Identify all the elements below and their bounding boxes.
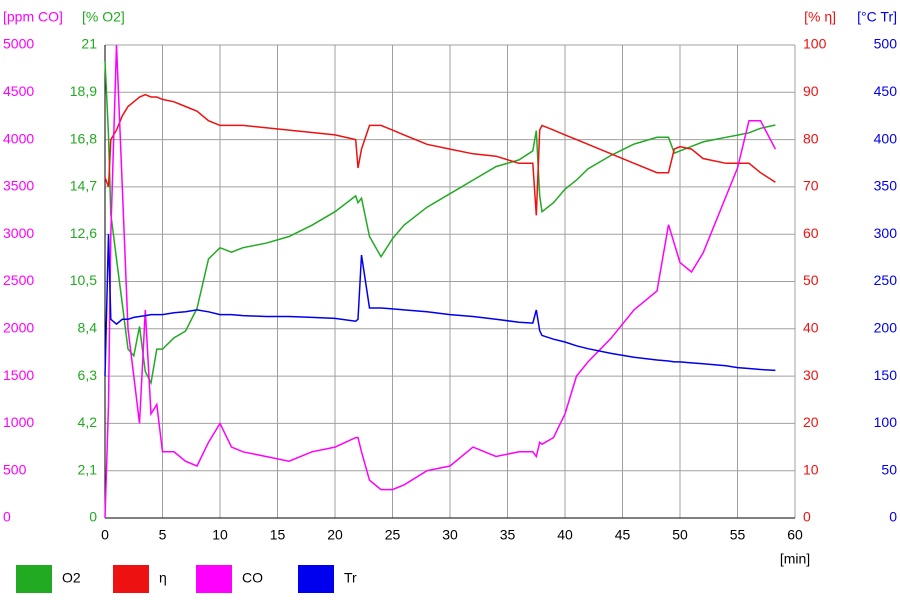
y4-tick-label: 50: [881, 461, 897, 477]
x-tick-label: 5: [159, 527, 167, 543]
y-tick-label: 2000: [3, 320, 34, 336]
x-tick-label: 40: [557, 527, 573, 543]
series-line: [104, 234, 776, 377]
y-tick-label: 5000: [3, 36, 34, 52]
y4-tick-label: 0: [889, 509, 897, 525]
y3-tick-label: 50: [803, 272, 819, 288]
y-tick-label: 1500: [3, 367, 34, 383]
x-tick-label: 45: [615, 527, 631, 543]
series-line: [104, 44, 777, 519]
y-tick-label: 3000: [3, 225, 34, 241]
y3-tick-label: 20: [803, 414, 819, 430]
legend-swatch: [196, 565, 232, 593]
y4-tick-label: 350: [874, 178, 898, 194]
y-axis-label: [ppm CO]: [3, 9, 63, 25]
y2-tick-label: 18,9: [70, 83, 97, 99]
legend-label: CO: [242, 570, 263, 586]
series-line: [104, 93, 776, 216]
y4-tick-label: 500: [874, 36, 898, 52]
y-tick-label: 0: [3, 509, 11, 525]
legend-label: Tr: [344, 570, 357, 586]
y4-tick-label: 250: [874, 272, 898, 288]
y2-tick-label: 8,4: [78, 320, 98, 336]
series-line: [104, 60, 776, 386]
legend-label: O2: [62, 570, 81, 586]
y2-axis-label: [% O2]: [82, 9, 125, 25]
y2-tick-label: 6,3: [78, 367, 98, 383]
y2-tick-label: 12,6: [70, 225, 97, 241]
legend-swatch: [16, 565, 52, 593]
y3-tick-label: 90: [803, 83, 819, 99]
y-tick-label: 2500: [3, 272, 34, 288]
y4-tick-label: 200: [874, 320, 898, 336]
legend-swatch: [113, 565, 149, 593]
y-tick-label: 4500: [3, 83, 34, 99]
y3-tick-label: 60: [803, 225, 819, 241]
x-tick-label: 20: [327, 527, 343, 543]
y2-tick-label: 2,1: [78, 461, 98, 477]
y3-tick-label: 40: [803, 320, 819, 336]
y-tick-label: 500: [3, 461, 27, 477]
y3-tick-label: 80: [803, 130, 819, 146]
y4-tick-label: 150: [874, 367, 898, 383]
y2-tick-label: 16,8: [70, 130, 97, 146]
y3-tick-label: 10: [803, 461, 819, 477]
y2-tick-label: 14,7: [70, 178, 97, 194]
x-tick-label: 60: [787, 527, 803, 543]
x-tick-label: 15: [270, 527, 286, 543]
y3-tick-label: 70: [803, 178, 819, 194]
y-tick-label: 3500: [3, 178, 34, 194]
y4-tick-label: 100: [874, 414, 898, 430]
x-tick-label: 30: [442, 527, 458, 543]
y2-tick-label: 21: [81, 36, 97, 52]
x-tick-label: 35: [500, 527, 516, 543]
y2-tick-label: 4,2: [78, 414, 98, 430]
x-tick-label: 50: [672, 527, 688, 543]
x-tick-label: 10: [212, 527, 228, 543]
y-tick-label: 1000: [3, 414, 34, 430]
y3-tick-label: 100: [803, 36, 827, 52]
x-tick-label: 0: [101, 527, 109, 543]
y4-axis-label: [°C Tr]: [857, 9, 897, 25]
legend-label: η: [159, 570, 167, 586]
legend-swatch: [298, 565, 334, 593]
y3-tick-label: 0: [803, 509, 811, 525]
y3-axis-label: [% η]: [804, 9, 836, 25]
y2-tick-label: 10,5: [70, 272, 97, 288]
y3-tick-label: 30: [803, 367, 819, 383]
y4-tick-label: 400: [874, 130, 898, 146]
x-axis-label: [min]: [780, 551, 810, 567]
y-tick-label: 4000: [3, 130, 34, 146]
y4-tick-label: 450: [874, 83, 898, 99]
y4-tick-label: 300: [874, 225, 898, 241]
x-tick-label: 55: [730, 527, 746, 543]
x-tick-label: 25: [385, 527, 401, 543]
y2-tick-label: 0: [89, 509, 97, 525]
